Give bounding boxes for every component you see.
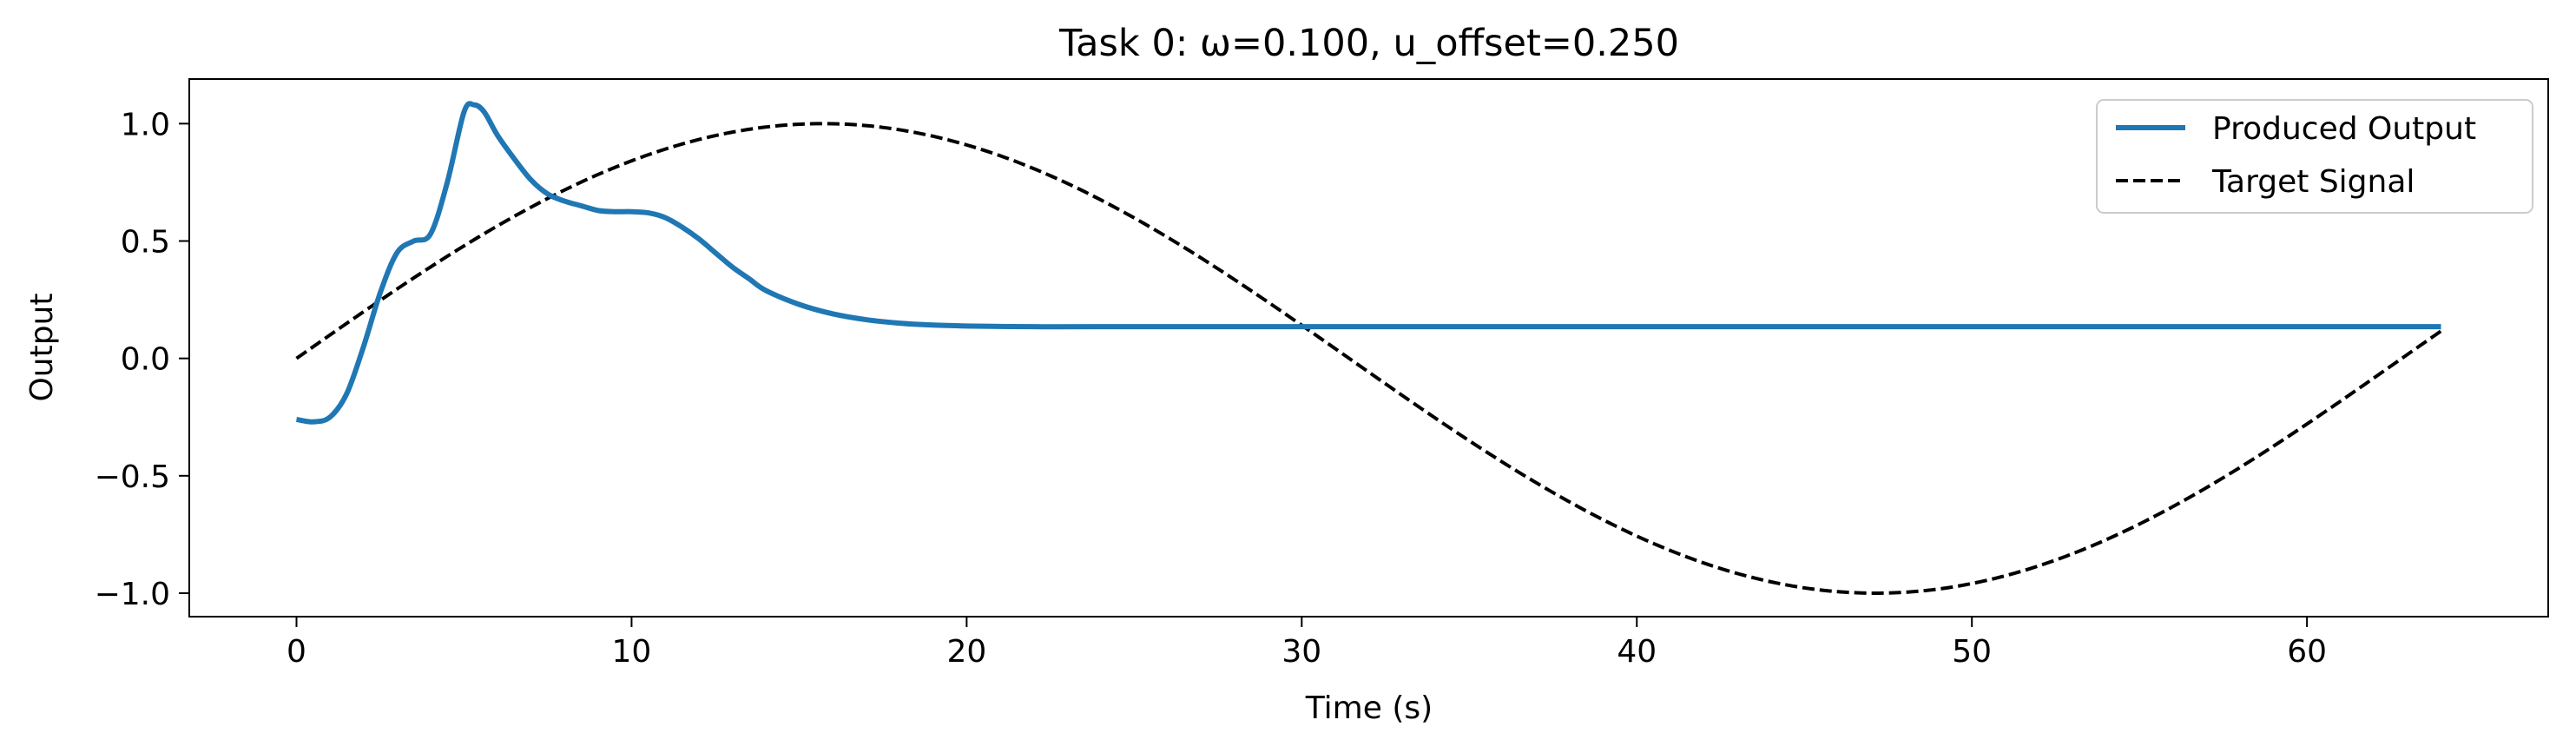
x-tick-label: 50	[1952, 634, 1992, 670]
x-tick-label: 40	[1617, 634, 1657, 670]
legend-box	[2096, 99, 2533, 214]
legend-label-produced-output: Produced Output	[2212, 111, 2476, 147]
x-tick-label: 0	[287, 634, 306, 670]
plot-frame	[188, 78, 2549, 618]
y-axis-ticks: 1.0 0.5 0.0 −0.5 −1.0	[95, 107, 189, 612]
series-layer	[295, 101, 2442, 595]
legend: Produced Output Target Signal	[2096, 99, 2533, 214]
x-tick-label: 10	[612, 634, 652, 670]
legend-label-target-signal: Target Signal	[2211, 164, 2415, 200]
series-line-produced-output	[295, 101, 2441, 425]
chart-title: Task 0: ω=0.100, u_offset=0.250	[1058, 22, 1679, 65]
y-tick-label: 0.5	[121, 225, 170, 261]
y-tick-label: −1.0	[95, 577, 170, 612]
y-tick-label: 0.0	[121, 342, 170, 378]
y-tick-label: 1.0	[121, 107, 170, 142]
y-tick-label: −0.5	[95, 459, 170, 495]
y-axis-label: Output	[24, 293, 60, 401]
plot-area	[188, 78, 2549, 618]
x-tick-label: 30	[1281, 634, 1321, 670]
x-tick-label: 20	[946, 634, 986, 670]
x-axis-label: Time (s)	[1305, 690, 1433, 726]
x-axis-ticks: 0 10 20 30 40 50 60	[287, 617, 2327, 670]
x-tick-label: 60	[2287, 634, 2327, 670]
series-line-target-signal	[295, 122, 2442, 595]
